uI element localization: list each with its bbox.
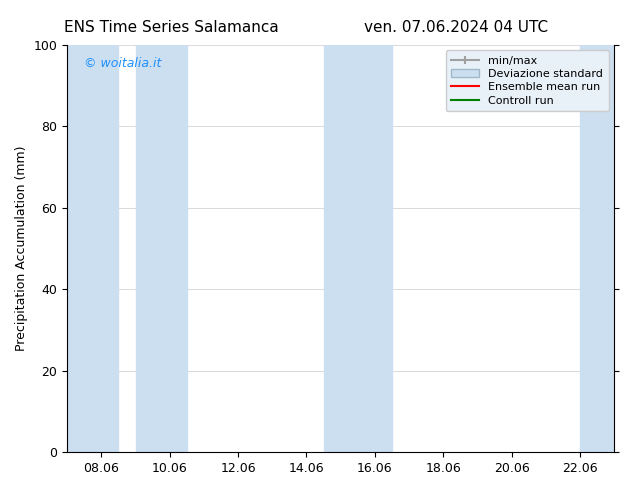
Text: ENS Time Series Salamanca: ENS Time Series Salamanca	[64, 20, 278, 35]
Text: ven. 07.06.2024 04 UTC: ven. 07.06.2024 04 UTC	[365, 20, 548, 35]
Legend: min/max, Deviazione standard, Ensemble mean run, Controll run: min/max, Deviazione standard, Ensemble m…	[446, 50, 609, 111]
Bar	[67, 45, 119, 452]
Bar	[136, 45, 187, 452]
Bar	[323, 45, 392, 452]
Text: © woitalia.it: © woitalia.it	[84, 57, 161, 70]
Y-axis label: Precipitation Accumulation (mm): Precipitation Accumulation (mm)	[15, 146, 28, 351]
Bar	[580, 45, 614, 452]
